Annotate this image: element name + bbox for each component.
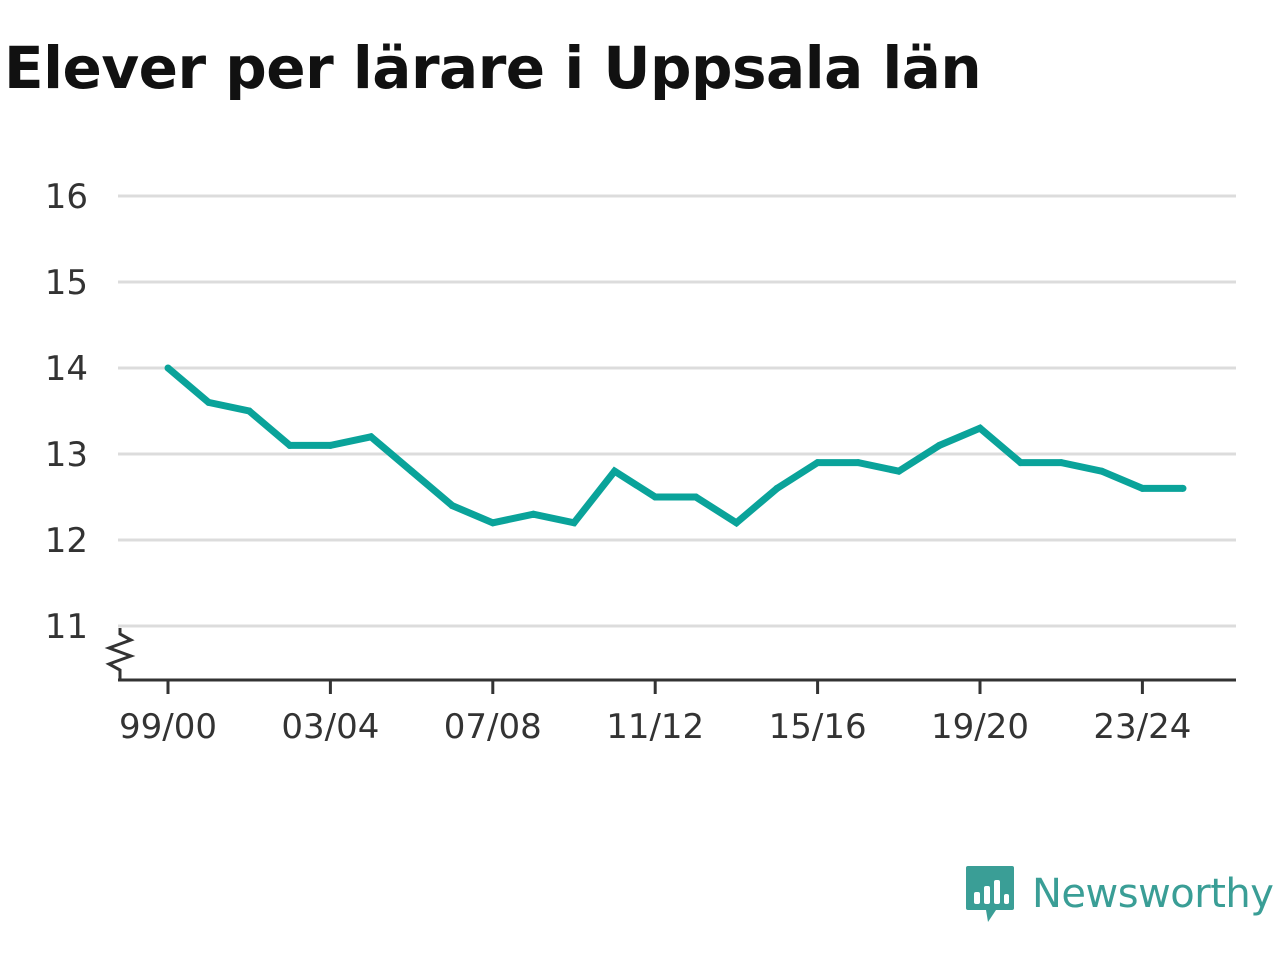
data-point — [408, 467, 416, 475]
data-point — [529, 510, 537, 518]
data-point — [286, 441, 294, 449]
data-point — [570, 519, 578, 527]
newsworthy-brand: Newsworthy — [964, 864, 1274, 924]
y-tick-label: 16 — [45, 177, 88, 217]
data-point — [935, 441, 943, 449]
x-tick-label: 19/20 — [931, 707, 1029, 747]
y-tick-label: 12 — [45, 521, 88, 561]
tick-labels: 11 12 13 14 15 16 99/00 03/04 07/08 11/12 15/16 19/… — [45, 177, 1192, 747]
data-point — [651, 493, 659, 501]
y-tick-label: 14 — [45, 349, 88, 389]
data-point — [245, 407, 253, 415]
chart-title: Elever per lärare i Uppsala län — [4, 34, 982, 102]
data-point — [1179, 484, 1187, 492]
data-point — [164, 364, 172, 372]
x-tick-label: 15/16 — [769, 707, 867, 747]
data-point — [1138, 484, 1146, 492]
data-point — [1017, 459, 1025, 467]
x-tick-label: 23/24 — [1093, 707, 1191, 747]
x-tick-label: 03/04 — [281, 707, 379, 747]
data-point — [1057, 459, 1065, 467]
data-point — [732, 519, 740, 527]
data-point — [854, 459, 862, 467]
x-tick-label: 11/12 — [606, 707, 704, 747]
data-point — [976, 424, 984, 432]
data-point — [1098, 467, 1106, 475]
y-tick-label: 11 — [45, 607, 88, 647]
data-point — [814, 459, 822, 467]
series-line — [165, 365, 1183, 528]
data-point — [448, 502, 456, 510]
y-tick-label: 15 — [45, 263, 88, 303]
data-point — [692, 493, 700, 501]
data-point — [895, 467, 903, 475]
newsworthy-logo-icon — [966, 866, 1014, 922]
y-tick-label: 13 — [45, 435, 88, 475]
data-point — [489, 519, 497, 527]
axes — [104, 628, 1236, 694]
x-tick-label: 07/08 — [444, 707, 542, 747]
data-point — [326, 441, 334, 449]
y-axis-break-icon — [104, 628, 136, 680]
data-point — [367, 433, 375, 441]
series-layer — [164, 364, 1187, 528]
data-point — [773, 484, 781, 492]
x-tick-label: 99/00 — [119, 707, 217, 747]
gridlines — [118, 194, 1236, 628]
data-point — [205, 398, 213, 406]
data-point — [611, 467, 619, 475]
brand-name: Newsworthy — [1032, 871, 1274, 917]
